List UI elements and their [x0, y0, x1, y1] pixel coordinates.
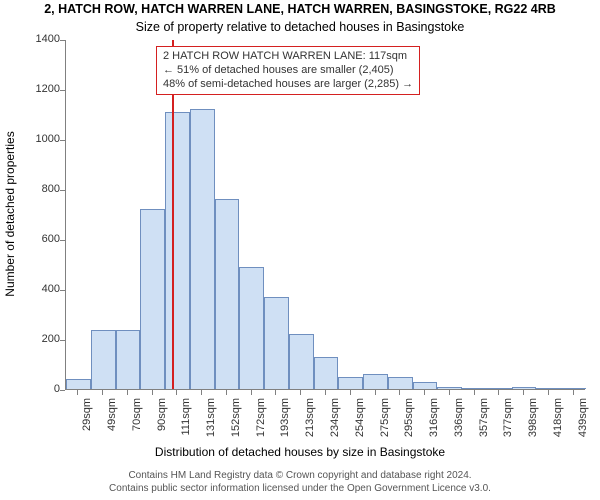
x-tick-label: 377sqm	[502, 398, 514, 448]
x-tick-mark	[548, 390, 549, 395]
y-tick-label: 600	[20, 233, 60, 245]
x-tick-mark	[152, 390, 153, 395]
x-tick-label: 418sqm	[552, 398, 564, 448]
plot-area: 2 HATCH ROW HATCH WARREN LANE: 117sqm ← …	[65, 40, 585, 390]
x-tick-label: 29sqm	[81, 398, 93, 448]
x-tick-label: 254sqm	[354, 398, 366, 448]
x-tick-mark	[573, 390, 574, 395]
histogram-bar	[190, 109, 215, 389]
x-tick-label: 234sqm	[329, 398, 341, 448]
annotation-line-3: 48% of semi-detached houses are larger (…	[163, 78, 413, 92]
histogram-bar	[91, 330, 116, 389]
y-tick-label: 200	[20, 333, 60, 345]
histogram-bar	[536, 388, 561, 389]
histogram-bar	[165, 112, 190, 390]
x-tick-label: 316sqm	[428, 398, 440, 448]
x-tick-mark	[474, 390, 475, 395]
x-tick-mark	[424, 390, 425, 395]
x-tick-label: 111sqm	[180, 398, 192, 448]
histogram-bar	[116, 330, 141, 389]
y-tick-mark	[60, 140, 65, 141]
histogram-bar	[215, 199, 240, 389]
x-tick-label: 398sqm	[527, 398, 539, 448]
y-tick-mark	[60, 190, 65, 191]
x-tick-label: 275sqm	[379, 398, 391, 448]
annotation-line-1: 2 HATCH ROW HATCH WARREN LANE: 117sqm	[163, 50, 413, 64]
x-tick-label: 70sqm	[131, 398, 143, 448]
x-tick-mark	[127, 390, 128, 395]
x-tick-mark	[523, 390, 524, 395]
x-tick-mark	[325, 390, 326, 395]
x-tick-mark	[399, 390, 400, 395]
x-tick-mark	[77, 390, 78, 395]
histogram-bar	[289, 334, 314, 389]
x-tick-mark	[350, 390, 351, 395]
x-tick-label: 90sqm	[156, 398, 168, 448]
footer-line-1: Contains HM Land Registry data © Crown c…	[0, 470, 600, 483]
y-axis-label: Number of detached properties	[3, 114, 17, 314]
histogram-bar	[413, 382, 438, 390]
y-tick-label: 1200	[20, 83, 60, 95]
x-tick-label: 172sqm	[255, 398, 267, 448]
annotation-line-2: ← 51% of detached houses are smaller (2,…	[163, 64, 413, 78]
histogram-bar	[264, 297, 289, 390]
histogram-bar	[66, 379, 91, 389]
x-tick-mark	[201, 390, 202, 395]
histogram-bar	[487, 388, 512, 389]
y-tick-mark	[60, 240, 65, 241]
x-tick-mark	[498, 390, 499, 395]
y-tick-label: 800	[20, 183, 60, 195]
x-tick-mark	[449, 390, 450, 395]
x-tick-label: 213sqm	[304, 398, 316, 448]
x-tick-mark	[300, 390, 301, 395]
histogram-bar	[388, 377, 413, 390]
x-tick-label: 193sqm	[279, 398, 291, 448]
x-tick-label: 439sqm	[577, 398, 589, 448]
histogram-bar	[140, 209, 165, 389]
x-tick-mark	[375, 390, 376, 395]
histogram-bar	[314, 357, 339, 390]
histogram-bar	[239, 267, 264, 390]
x-tick-mark	[226, 390, 227, 395]
y-tick-mark	[60, 40, 65, 41]
y-tick-label: 1000	[20, 133, 60, 145]
y-tick-mark	[60, 340, 65, 341]
x-tick-label: 49sqm	[106, 398, 118, 448]
y-tick-mark	[60, 90, 65, 91]
histogram-bar	[561, 388, 586, 389]
annotation-box: 2 HATCH ROW HATCH WARREN LANE: 117sqm ← …	[156, 46, 420, 95]
histogram-bar	[437, 387, 462, 390]
footer-attribution: Contains HM Land Registry data © Crown c…	[0, 470, 600, 495]
x-tick-label: 295sqm	[403, 398, 415, 448]
y-tick-label: 400	[20, 283, 60, 295]
y-tick-label: 1400	[20, 33, 60, 45]
histogram-bar	[338, 377, 363, 390]
x-tick-label: 152sqm	[230, 398, 242, 448]
y-tick-label: 0	[20, 383, 60, 395]
x-tick-label: 336sqm	[453, 398, 465, 448]
y-tick-mark	[60, 390, 65, 391]
chart-subtitle: Size of property relative to detached ho…	[0, 20, 600, 34]
chart-container: 2, HATCH ROW, HATCH WARREN LANE, HATCH W…	[0, 0, 600, 500]
x-tick-label: 357sqm	[478, 398, 490, 448]
x-tick-mark	[102, 390, 103, 395]
x-tick-mark	[275, 390, 276, 395]
x-tick-mark	[176, 390, 177, 395]
histogram-bar	[363, 374, 388, 389]
chart-title-address: 2, HATCH ROW, HATCH WARREN LANE, HATCH W…	[0, 2, 600, 16]
histogram-bar	[512, 387, 537, 390]
histogram-bar	[462, 388, 487, 389]
footer-line-2: Contains public sector information licen…	[0, 483, 600, 496]
x-tick-label: 131sqm	[205, 398, 217, 448]
x-tick-mark	[251, 390, 252, 395]
y-tick-mark	[60, 290, 65, 291]
